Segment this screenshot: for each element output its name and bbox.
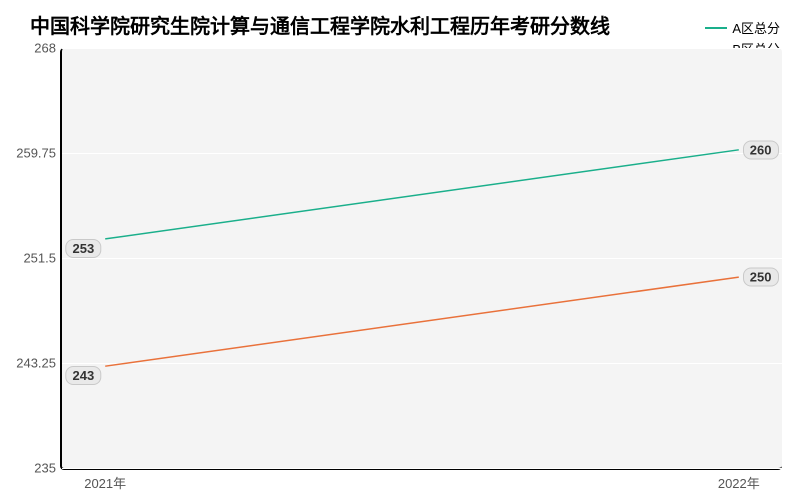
point-label: 250 — [743, 268, 779, 287]
chart-title: 中国科学院研究生院计算与通信工程学院水利工程历年考研分数线 — [30, 10, 610, 39]
line-layer — [62, 48, 782, 468]
point-label: 243 — [65, 366, 101, 385]
ytick-label: 259.75 — [16, 146, 56, 161]
series-line-1 — [105, 277, 739, 366]
gridline — [62, 468, 782, 469]
legend-item-a: A区总分 — [705, 18, 780, 37]
ytick-label: 268 — [34, 41, 56, 56]
xtick-label: 2022年 — [718, 473, 760, 492]
point-label: 253 — [65, 239, 101, 258]
xtick-label: 2021年 — [84, 473, 126, 492]
plot-area: 235243.25251.5259.752682021年2022年2532602… — [60, 48, 782, 470]
legend-label-a: A区总分 — [732, 18, 780, 37]
point-label: 260 — [743, 140, 779, 159]
ytick-label: 251.5 — [23, 251, 56, 266]
ytick-label: 243.25 — [16, 356, 56, 371]
ytick-label: 235 — [34, 461, 56, 476]
series-line-0 — [105, 150, 739, 239]
legend-swatch-a — [705, 27, 727, 29]
chart-container: 中国科学院研究生院计算与通信工程学院水利工程历年考研分数线 A区总分 B区总分 … — [0, 0, 800, 500]
